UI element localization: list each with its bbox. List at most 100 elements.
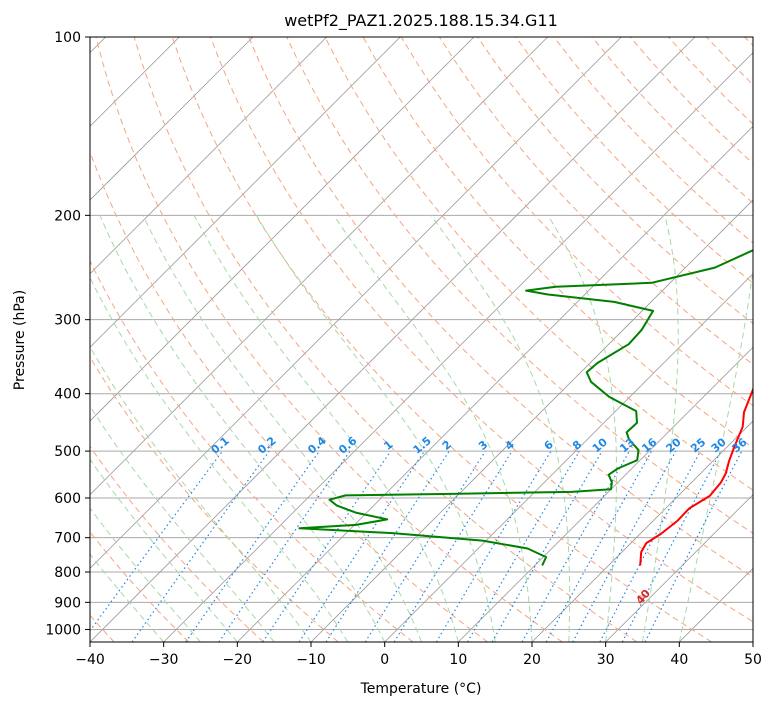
mixing-ratio-label: 1.5	[411, 434, 434, 456]
mixing-ratio-line	[90, 450, 223, 632]
moist-adiabat-line	[430, 215, 571, 642]
x-tick-label: 20	[523, 652, 541, 668]
plot-frame	[89, 36, 754, 643]
data-series	[298, 249, 753, 566]
dry-adiabat-line	[706, 37, 753, 86]
mixing-ratio-label: 0.2	[255, 434, 278, 456]
moist-adiabat-line	[99, 215, 386, 642]
moist-adiabat-line	[90, 507, 201, 642]
isotherm-line	[384, 273, 753, 642]
mixing-ratio-line	[393, 450, 513, 642]
dry-adiabat-line	[553, 37, 753, 244]
isotherm-line	[237, 125, 753, 642]
y-tick-label: 400	[54, 387, 81, 403]
x-tick-label: −30	[149, 652, 179, 668]
x-tick-label: 0	[380, 652, 389, 668]
dry-adiabat-line	[171, 37, 712, 642]
isotherm-line	[752, 641, 753, 642]
isotherm-line	[163, 52, 753, 642]
dry-adiabat-line	[744, 37, 753, 47]
mixing-ratio-label: 16	[639, 435, 659, 455]
y-axis-label: Pressure (hPa)	[12, 290, 28, 390]
x-tick-label: −40	[75, 652, 105, 668]
mixing-ratio-line	[325, 450, 450, 642]
isotherm-line	[90, 37, 696, 642]
y-tick-label: 600	[54, 491, 81, 507]
dry-adiabat-line	[133, 37, 638, 642]
mixing-ratio-label: 20	[664, 435, 684, 455]
dry-adiabat-line	[90, 356, 339, 642]
mixing-ratio-label: 30	[709, 435, 729, 455]
moist-adiabat-line	[90, 405, 275, 642]
x-tick-label: 10	[449, 652, 467, 668]
dry-adiabat-line	[210, 37, 753, 623]
dry-adiabat-line	[286, 37, 753, 534]
mixing-ratio-line	[218, 450, 351, 642]
moist-adiabat-line	[90, 458, 238, 642]
moist-adiabat-line	[90, 553, 165, 642]
mixing-ratio-line	[466, 450, 580, 642]
dry-adiabat-label: 40	[633, 587, 653, 607]
dry-adiabat-line	[324, 37, 753, 491]
y-tick-label: 500	[54, 444, 81, 460]
dry-adiabat-line	[515, 37, 753, 284]
dry-adiabat-line	[438, 37, 753, 366]
moist-adiabat-line	[333, 215, 533, 642]
isotherm-line	[605, 494, 753, 642]
moist-adiabat-line	[90, 276, 349, 642]
mixing-ratio-label: 25	[688, 436, 708, 456]
x-tick-label: −10	[296, 652, 326, 668]
x-tick-label: −20	[223, 652, 253, 668]
dry-adiabat-line	[668, 37, 753, 125]
y-tick-label: 900	[54, 595, 81, 611]
y-tick-label: 800	[54, 565, 81, 581]
dry-adiabat-line	[90, 445, 264, 642]
temperature-line	[639, 386, 753, 566]
x-tick-label: 50	[744, 652, 762, 668]
moist-adiabat-line	[90, 345, 312, 642]
x-axis-label: Temperature (°C)	[360, 681, 482, 697]
x-tick-label: 40	[670, 652, 688, 668]
y-tick-label: 100	[54, 30, 81, 46]
dewpoint-line	[298, 249, 753, 566]
mixing-ratio-label: 0.1	[209, 434, 232, 456]
mixing-ratio-line	[131, 450, 270, 642]
mixing-ratio-label: 10	[590, 435, 610, 455]
x-tick-label: 30	[597, 652, 615, 668]
mixing-ratio-line	[364, 450, 486, 642]
dry-adiabat-line	[90, 259, 414, 642]
moist-adiabat-line	[547, 215, 617, 642]
mixing-ratio-line	[262, 450, 392, 642]
dry-adiabat-line	[591, 37, 753, 204]
moist-adiabat-line	[678, 265, 753, 642]
chart-title: wetPf2_PAZ1.2025.188.15.34.G11	[284, 11, 558, 31]
isotherm-line	[90, 37, 622, 569]
moist-adiabat-line	[642, 215, 679, 642]
background-lines	[90, 37, 753, 642]
isotherm-line	[531, 420, 753, 642]
isotherm-line	[90, 37, 475, 422]
axes: −40 −30 −20 −10 0 10 20 30 40 50 1000 900 800 700 600 5…	[45, 30, 762, 668]
mixing-ratio-line	[298, 450, 425, 642]
isotherm-line	[90, 37, 254, 201]
dry-adiabat-line	[95, 37, 563, 642]
mixing-ratio-line	[435, 450, 552, 642]
isotherm-line	[90, 37, 548, 496]
dry-adiabat-line	[90, 531, 190, 642]
y-tick-label: 1000	[45, 622, 81, 638]
dry-adiabat-line	[248, 37, 753, 578]
dry-adiabat-line	[90, 150, 488, 642]
moist-adiabat-line	[255, 215, 496, 642]
isotherm-line	[458, 346, 753, 642]
y-tick-label: 700	[54, 531, 81, 547]
isotherm-line	[90, 37, 401, 348]
mixing-ratio-line	[572, 450, 677, 642]
mixing-ratio-label: 0.4	[305, 434, 329, 457]
isotherm-line	[679, 567, 753, 642]
mixing-ratio-label: 0.6	[336, 434, 360, 457]
y-tick-label: 200	[54, 208, 81, 224]
mixing-ratio-line	[521, 450, 631, 642]
mixing-ratio-line	[599, 450, 702, 642]
moist-adiabat-line	[193, 215, 459, 642]
mixing-ratio-line	[185, 450, 320, 642]
